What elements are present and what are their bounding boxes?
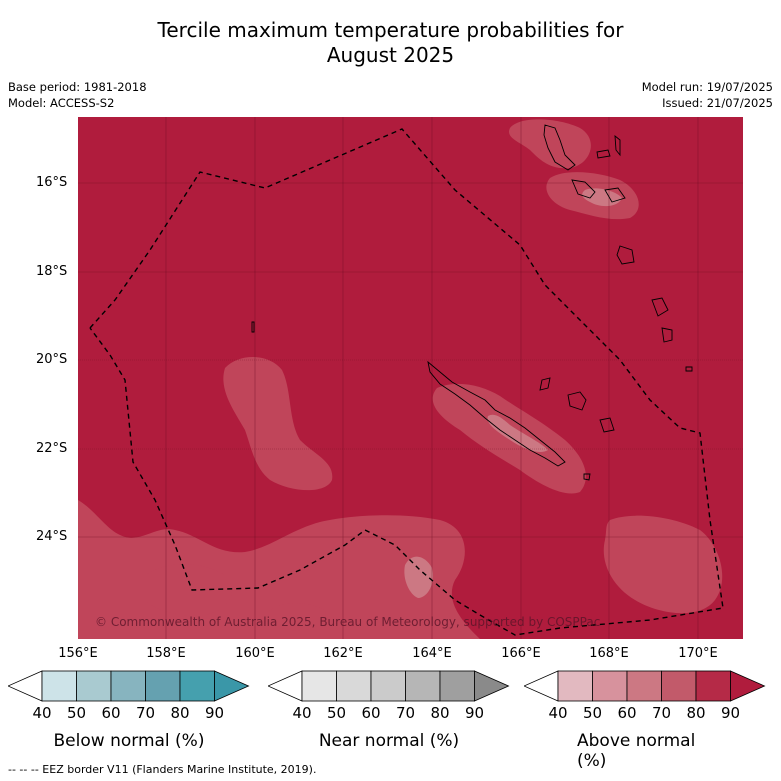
model-run: Model run: 19/07/2025 <box>641 80 773 94</box>
lon-tick-166e: 166°E <box>501 646 541 661</box>
colorbar-extend-low <box>524 670 559 702</box>
colorbar-tick-label: 90 <box>464 704 485 722</box>
lon-tick-156e: 156°E <box>58 646 98 661</box>
vanuatu-efate <box>604 187 626 203</box>
colorbar-label-near: Near normal (%) <box>318 731 460 751</box>
colorbar-tick-label: 70 <box>135 704 156 722</box>
isle-of-pines <box>583 473 591 481</box>
lat-tick-24s: 24°S <box>36 529 68 544</box>
lon-tick-168e: 168°E <box>589 646 629 661</box>
colorbar-segment <box>179 670 215 702</box>
colorbar-segment <box>439 670 475 702</box>
colorbar-segment <box>370 670 406 702</box>
colorbar-segment <box>145 670 181 702</box>
chesterfield-islet <box>251 321 255 333</box>
lon-tick-170e: 170°E <box>678 646 718 661</box>
colorbar-tick-label: 40 <box>32 704 52 722</box>
new-caledonia <box>427 360 566 467</box>
prob-patch-vanuatu-north <box>509 119 591 169</box>
prob-patch-south-inner <box>404 556 434 598</box>
colorbar-label-above: Above normal (%) <box>577 731 696 771</box>
colorbar-segment <box>626 670 662 702</box>
title-line-1: Tercile maximum temperature probabilitie… <box>157 18 624 42</box>
colorbar-above-normal <box>524 670 766 702</box>
copyright-credit: © Commonwealth of Australia 2025, Bureau… <box>95 615 600 629</box>
prob-patch-west <box>223 356 333 491</box>
colorbar-tick-label: 90 <box>720 704 741 722</box>
meta-right: Model run: 19/07/2025 Issued: 21/07/2025 <box>642 79 773 111</box>
colorbar-tick-label: 60 <box>101 704 121 722</box>
colorbar-tick-label: 70 <box>395 704 416 722</box>
lon-tick-164e: 164°E <box>412 646 452 661</box>
lat-tick-20s: 20°S <box>36 352 68 367</box>
vanuatu-ambae <box>596 149 611 159</box>
map-area: © Commonwealth of Australia 2025, Bureau… <box>78 117 743 639</box>
loyalty-island-1 <box>539 377 551 391</box>
colorbar-tick-label: 50 <box>326 704 347 722</box>
colorbar-tick-label: 60 <box>361 704 381 722</box>
colorbar-tick-label: 40 <box>292 704 312 722</box>
meta-left: Base period: 1981-2018 Model: ACCESS-S2 <box>8 79 147 111</box>
lat-tick-22s: 22°S <box>36 441 68 456</box>
colorbar-tick-label: 70 <box>651 704 672 722</box>
colorbar-segment <box>301 670 337 702</box>
colorbar-segment <box>405 670 441 702</box>
issued-date: Issued: 21/07/2025 <box>662 96 773 110</box>
colorbar-tick-label: 40 <box>548 704 568 722</box>
colorbar-tick-label: 80 <box>430 704 450 722</box>
colorbar-extend-low <box>268 670 303 702</box>
vanuatu-tanna <box>651 297 669 317</box>
colorbar-segment <box>76 670 112 702</box>
colorbar-near-normal <box>268 670 510 702</box>
colorbar-tick-label: 80 <box>170 704 190 722</box>
vanuatu-espiritu-santo <box>543 124 576 171</box>
colorbar-extend-high <box>474 670 510 702</box>
colorbar-segment <box>41 670 77 702</box>
colorbar-tick-label: 60 <box>617 704 637 722</box>
model-name: Model: ACCESS-S2 <box>8 96 115 110</box>
colorbar-extend-low <box>8 670 43 702</box>
graticule <box>78 117 743 639</box>
colorbar-tick-label: 90 <box>204 704 225 722</box>
vanuatu-aneityum <box>661 327 673 343</box>
colorbar-below-normal <box>8 670 250 702</box>
eez-border <box>89 128 724 636</box>
eez-legend: -- -- -- EEZ border V11 (Flanders Marine… <box>8 763 317 776</box>
colorbar-segment <box>336 670 372 702</box>
lat-tick-18s: 18°S <box>36 264 68 279</box>
title-line-2: August 2025 <box>326 43 455 67</box>
colorbar-tick-label: 50 <box>66 704 87 722</box>
colorbar-segment <box>695 670 731 702</box>
lon-tick-158e: 158°E <box>146 646 186 661</box>
vanuatu-maewo <box>614 135 621 157</box>
vanuatu-malakula <box>571 179 596 199</box>
chart-title: Tercile maximum temperature probabilitie… <box>0 18 781 68</box>
colorbar-segment <box>592 670 628 702</box>
colorbar-segment <box>661 670 697 702</box>
colorbar-segment <box>110 670 146 702</box>
vanuatu-erromango <box>616 245 635 265</box>
colorbar-tick-label: 80 <box>686 704 706 722</box>
loyalty-island-3 <box>599 417 615 433</box>
base-period: Base period: 1981-2018 <box>8 80 147 94</box>
colorbar-extend-high <box>214 670 250 702</box>
colorbar-segment <box>557 670 593 702</box>
hunter-islet <box>685 366 693 372</box>
coastlines <box>251 124 693 481</box>
prob-patch-southwest-inner <box>268 603 326 631</box>
loyalty-island-2 <box>567 391 587 411</box>
prob-patch-coral <box>140 564 233 616</box>
colorbar-extend-high <box>730 670 766 702</box>
lat-tick-16s: 16°S <box>36 175 68 190</box>
lon-tick-160e: 160°E <box>235 646 275 661</box>
colorbar-tick-label: 50 <box>582 704 603 722</box>
lon-tick-162e: 162°E <box>323 646 363 661</box>
prob-patch-southeast <box>603 515 723 614</box>
colorbar-label-below: Below normal (%) <box>53 731 205 751</box>
prob-patch-newcaledonia-inner <box>487 414 548 452</box>
